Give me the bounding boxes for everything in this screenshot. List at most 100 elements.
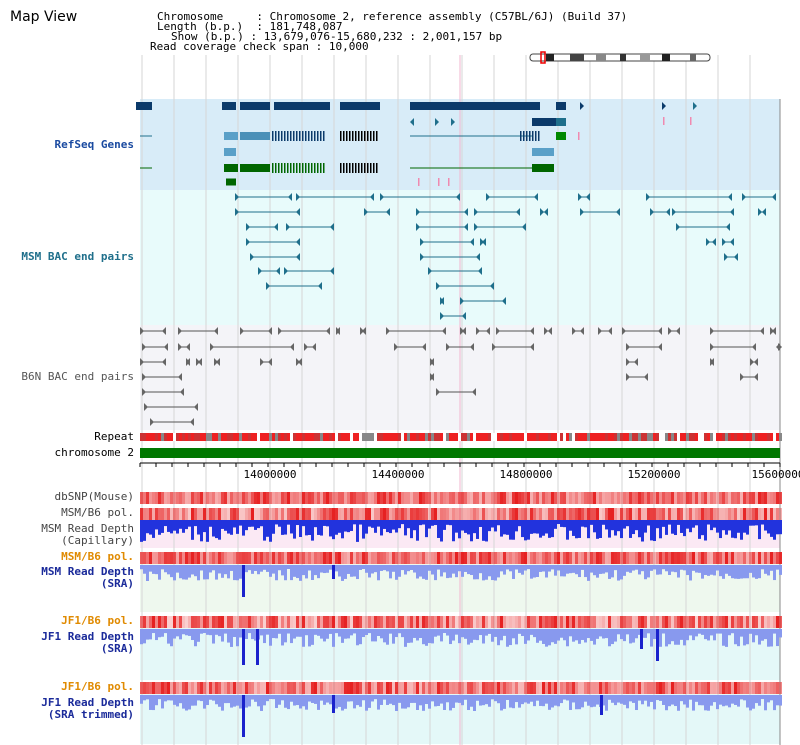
heat-cell (665, 508, 668, 520)
heat-cell (326, 492, 329, 504)
depth-bar (362, 565, 365, 570)
heat-cell (182, 552, 185, 564)
depth-bar (698, 629, 701, 634)
heat-cell (560, 492, 563, 504)
depth-bar (431, 565, 434, 575)
repeat-segment (758, 433, 761, 441)
gene-arrow (634, 358, 638, 366)
heat-cell (401, 552, 404, 564)
heat-cell (566, 616, 569, 628)
depth-bar (338, 695, 341, 707)
depth-bar (593, 520, 596, 533)
depth-bar (431, 695, 434, 702)
heat-cell (626, 508, 629, 520)
depth-bar (494, 520, 497, 532)
depth-bar (776, 629, 779, 647)
gene-arrow (530, 343, 534, 351)
depth-bar (359, 565, 362, 570)
depth-bar (200, 695, 203, 702)
heat-cell (659, 616, 662, 628)
gene-arrow (586, 193, 590, 201)
heat-cell (443, 492, 446, 504)
depth-bar (713, 520, 716, 528)
heat-cell (515, 552, 518, 564)
depth-bar (329, 629, 332, 634)
repeat-segment (374, 433, 377, 441)
depth-bar (761, 629, 764, 641)
depth-bar (728, 520, 731, 531)
heat-cell (755, 552, 758, 564)
depth-bar (455, 629, 458, 635)
depth-bar (710, 695, 713, 706)
depth-bar (389, 629, 392, 634)
page-title: Map View (10, 9, 78, 25)
repeat-segment (491, 433, 494, 441)
heat-cell (374, 508, 377, 520)
heat-cell (260, 508, 263, 520)
heat-cell (197, 682, 200, 694)
repeat-segment (695, 433, 698, 441)
repeat-segment (743, 433, 746, 441)
heat-cell (302, 508, 305, 520)
heat-cell (149, 552, 152, 564)
depth-bar (449, 565, 452, 578)
depth-bar (665, 629, 668, 647)
depth-bar (290, 565, 293, 581)
depth-bar (278, 565, 281, 571)
heat-cell (581, 552, 584, 564)
depth-bar (560, 629, 563, 638)
repeat-segment (407, 433, 410, 441)
depth-bar (278, 520, 281, 527)
depth-bar (167, 629, 170, 644)
exon (281, 163, 283, 173)
depth-bar (773, 695, 776, 711)
heat-cell (155, 492, 158, 504)
heat-cell (455, 508, 458, 520)
heat-cell (566, 508, 569, 520)
gene-arrow (246, 238, 250, 246)
heat-cell (524, 616, 527, 628)
heat-cell (737, 492, 740, 504)
repeat-segment (686, 433, 689, 441)
depth-bar (317, 565, 320, 579)
depth-bar (182, 565, 185, 580)
heat-cell (458, 552, 461, 564)
heat-cell (329, 552, 332, 564)
heat-cell (245, 492, 248, 504)
depth-bar (494, 629, 497, 637)
depth-bar (689, 695, 692, 700)
heat-cell (410, 616, 413, 628)
depth-bar (677, 629, 680, 645)
depth-bar (188, 629, 191, 636)
heat-cell (542, 508, 545, 520)
gene-arrow (580, 327, 584, 335)
heat-cell (524, 682, 527, 694)
heat-cell (434, 492, 437, 504)
heat-cell (506, 682, 509, 694)
repeat-segment (350, 433, 353, 441)
heat-cell (437, 492, 440, 504)
depth-bar (716, 520, 719, 533)
heat-cell (278, 552, 281, 564)
depth-bar (149, 520, 152, 535)
repeat-segment (233, 433, 236, 441)
heat-cell (272, 508, 275, 520)
heat-cell (572, 508, 575, 520)
depth-bar (461, 629, 464, 638)
depth-bar (224, 695, 227, 704)
heat-cell (356, 682, 359, 694)
depth-bar (608, 520, 611, 538)
heat-cell (716, 492, 719, 504)
depth-bar (368, 695, 371, 708)
heat-cell (206, 508, 209, 520)
gene-arrow (186, 343, 190, 351)
chromosome-info: Chromosome : Chromosome 2, reference ass… (157, 10, 628, 23)
repeat-segment (404, 433, 407, 441)
heat-cell (428, 492, 431, 504)
repeat-segment (212, 433, 215, 441)
heat-cell (584, 552, 587, 564)
depth-bar (212, 629, 215, 644)
heat-cell (146, 616, 149, 628)
exon (373, 131, 375, 141)
